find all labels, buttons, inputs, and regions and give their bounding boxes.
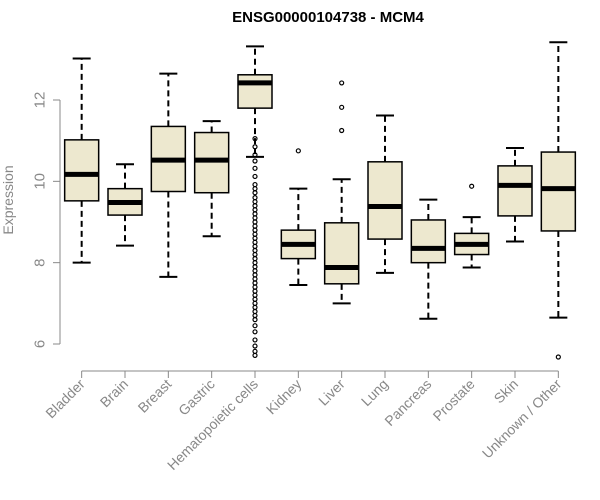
- iqr-box: [540, 151, 577, 232]
- x-tick-label: Unknown / Other: [479, 376, 565, 462]
- iqr-box: [497, 165, 533, 217]
- y-tick-label: 8: [32, 258, 49, 266]
- outlier-point: [252, 219, 258, 225]
- x-tick-label: Pancreas: [381, 376, 434, 429]
- outlier-point: [252, 251, 258, 258]
- outlier-point: [252, 304, 258, 310]
- outlier-point: [252, 243, 258, 249]
- outlier-point: [252, 317, 258, 323]
- y-tick-label: 6: [32, 340, 49, 348]
- outlier-point: [252, 203, 258, 209]
- box-brain: [107, 163, 143, 247]
- axes: 6 8 10 12: [32, 92, 559, 378]
- x-tick-label: Lung: [358, 376, 391, 409]
- boxes: [63, 41, 577, 360]
- outlier-point: [252, 300, 258, 306]
- outlier-point: [252, 165, 258, 171]
- outlier-point: [252, 173, 258, 180]
- iqr-box: [367, 161, 403, 240]
- outlier-point: [469, 183, 475, 189]
- outlier-point: [252, 329, 258, 335]
- outlier-point: [252, 296, 258, 302]
- outlier-point: [252, 323, 258, 329]
- outlier-point: [252, 190, 258, 196]
- outlier-point: [252, 195, 258, 201]
- outlier-point: [252, 181, 258, 188]
- box-pancreas: [410, 198, 447, 320]
- outlier-point: [252, 343, 258, 349]
- box-lung: [367, 114, 403, 274]
- outlier-point: [252, 211, 258, 217]
- outlier-point: [252, 227, 258, 233]
- outlier-point: [252, 348, 258, 354]
- outlier-point: [252, 337, 258, 343]
- iqr-box: [323, 222, 360, 285]
- box-kidney: [280, 148, 317, 287]
- outlier-point: [252, 239, 258, 245]
- outlier-point: [252, 215, 258, 221]
- outlier-point: [252, 292, 258, 298]
- outlier-point: [252, 231, 258, 237]
- outlier-point: [295, 148, 301, 154]
- outlier-point: [252, 207, 258, 213]
- outlier-point: [252, 272, 258, 278]
- outlier-point: [555, 354, 561, 360]
- outlier-point: [252, 256, 258, 262]
- box-unknown-other: [540, 41, 577, 360]
- box-breast: [150, 72, 187, 278]
- outlier-point: [252, 264, 258, 270]
- outlier-point: [252, 186, 258, 192]
- box-gastric: [193, 120, 230, 238]
- outlier-point: [252, 144, 258, 150]
- iqr-box: [237, 74, 273, 109]
- outlier-point: [252, 276, 258, 282]
- outlier-point: [252, 280, 258, 286]
- x-tick-label: Bladder: [42, 376, 88, 422]
- x-tick-label: Prostate: [430, 376, 478, 424]
- box-liver: [323, 80, 360, 305]
- x-tick-label: Skin: [491, 376, 522, 407]
- outlier-point: [339, 104, 345, 110]
- box-bladder: [63, 57, 100, 264]
- x-tick-label: Brain: [97, 376, 131, 410]
- outlier-point: [252, 223, 258, 229]
- outlier-point: [252, 352, 258, 358]
- outlier-point: [252, 136, 258, 142]
- outlier-point: [252, 235, 258, 241]
- outlier-point: [252, 268, 258, 274]
- y-tick-label: 12: [32, 92, 49, 109]
- x-tick-label: Gastric: [175, 376, 218, 419]
- outlier-point: [339, 80, 345, 86]
- chart-title: ENSG00000104738 - MCM4: [232, 9, 424, 26]
- outlier-point: [252, 312, 258, 319]
- outlier-point: [252, 308, 258, 315]
- x-tick-label: Breast: [135, 376, 175, 416]
- iqr-box: [410, 219, 447, 264]
- outlier-point: [252, 247, 258, 254]
- box-hematopoietic-cells: [237, 45, 273, 358]
- outlier-point: [252, 199, 258, 205]
- y-tick-label: 10: [32, 173, 49, 190]
- y-axis-label: Expression: [0, 165, 16, 234]
- outlier-point: [252, 260, 258, 266]
- x-tick-label: Liver: [315, 376, 348, 409]
- box-prostate: [453, 183, 490, 269]
- outlier-point: [252, 158, 258, 164]
- outlier-point: [339, 127, 345, 134]
- iqr-box: [63, 139, 100, 202]
- outlier-point: [252, 152, 258, 158]
- outlier-point: [252, 288, 258, 294]
- box-skin: [497, 146, 533, 243]
- outlier-point: [252, 284, 258, 290]
- x-tick-label: Kidney: [263, 376, 305, 418]
